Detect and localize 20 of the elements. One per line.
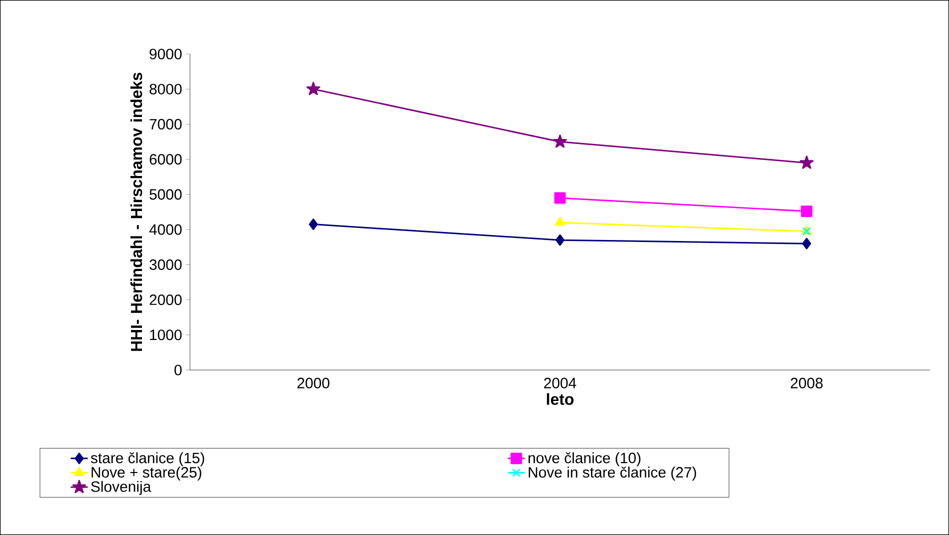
y-tick-label: 3000	[150, 259, 182, 270]
y-axis-title: HHI- Herfindahl - Hirschamov indeks	[130, 72, 142, 351]
y-tick-label: 2000	[150, 294, 182, 306]
y-tick-label: 5000	[150, 189, 182, 200]
x-tick-label: 2004	[544, 378, 576, 388]
x-tick-label: 2008	[790, 378, 823, 388]
y-tick-label: 4000	[149, 224, 182, 235]
y-tick-label: 9000	[150, 48, 182, 60]
legend-label: stare članice (15)	[90, 452, 204, 466]
y-tick-label: 1000	[150, 330, 182, 340]
y-tick-label: 7000	[150, 118, 182, 130]
x-axis-title: leto	[546, 393, 574, 405]
legend-label: nove članice (10)	[528, 452, 640, 466]
y-tick-label: 0	[174, 364, 182, 376]
legend-label: Slovenija	[91, 480, 152, 495]
legend-label: Nove in stare članice (27)	[528, 466, 696, 481]
y-tick-label: 8000	[150, 84, 182, 94]
legend-label: Nove + stare(25)	[92, 466, 202, 481]
y-tick-label: 6000	[150, 154, 182, 165]
x-tick-label: 2000	[297, 378, 330, 388]
